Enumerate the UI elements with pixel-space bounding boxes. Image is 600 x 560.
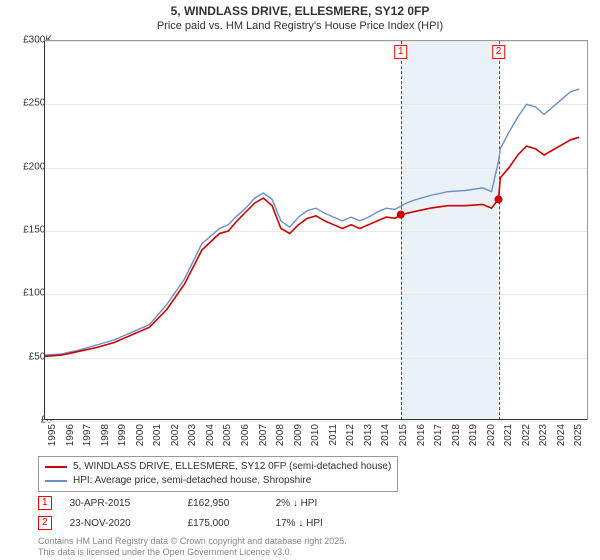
- title-block: 5, WINDLASS DRIVE, ELLESMERE, SY12 0FP P…: [0, 0, 600, 32]
- x-tick-label: 1998: [100, 424, 111, 446]
- legend-swatch: [45, 466, 67, 468]
- x-tick-label: 2017: [433, 424, 444, 446]
- title-line2: Price paid vs. HM Land Registry's House …: [0, 20, 600, 32]
- series-marker: [397, 211, 405, 219]
- legend-label: 5, WINDLASS DRIVE, ELLESMERE, SY12 0FP (…: [73, 460, 391, 474]
- x-tick-label: 2016: [416, 424, 427, 446]
- x-tick-label: 2008: [275, 424, 286, 446]
- x-tick-label: 1995: [47, 424, 58, 446]
- title-line1: 5, WINDLASS DRIVE, ELLESMERE, SY12 0FP: [0, 4, 600, 18]
- x-tick-label: 2024: [556, 424, 567, 446]
- footer-line2: This data is licensed under the Open Gov…: [38, 547, 347, 558]
- legend: 5, WINDLASS DRIVE, ELLESMERE, SY12 0FP (…: [38, 456, 398, 492]
- legend-swatch: [45, 480, 67, 482]
- legend-item: HPI: Average price, semi-detached house,…: [45, 474, 391, 488]
- x-tick-label: 2015: [398, 424, 409, 446]
- y-gridline: [44, 421, 587, 422]
- x-tick-label: 2022: [521, 424, 532, 446]
- sales-table: 1 30-APR-2015 £162,950 2% ↓ HPI 2 23-NOV…: [38, 496, 376, 536]
- x-tick-label: 2018: [451, 424, 462, 446]
- sale-price: £175,000: [188, 518, 258, 529]
- x-tick-label: 2000: [135, 424, 146, 446]
- x-tick-label: 2006: [240, 424, 251, 446]
- chart-container: 5, WINDLASS DRIVE, ELLESMERE, SY12 0FP P…: [0, 0, 600, 560]
- sale-pct: 17% ↓ HPI: [276, 518, 376, 529]
- x-tick-label: 2009: [293, 424, 304, 446]
- x-tick-label: 2013: [363, 424, 374, 446]
- sale-row: 2 23-NOV-2020 £175,000 17% ↓ HPI: [38, 516, 376, 530]
- sale-price: £162,950: [188, 498, 258, 509]
- y-axis-line: [44, 41, 45, 420]
- sale-date: 30-APR-2015: [70, 498, 170, 509]
- legend-item: 5, WINDLASS DRIVE, ELLESMERE, SY12 0FP (…: [45, 460, 391, 474]
- x-tick-label: 2012: [345, 424, 356, 446]
- x-tick-label: 2005: [222, 424, 233, 446]
- sale-marker: 2: [38, 516, 52, 530]
- sale-row: 1 30-APR-2015 £162,950 2% ↓ HPI: [38, 496, 376, 510]
- x-tick-label: 2010: [310, 424, 321, 446]
- sale-marker: 1: [38, 496, 52, 510]
- x-tick-label: 2021: [503, 424, 514, 446]
- x-tick-label: 2019: [468, 424, 479, 446]
- x-axis-line: [44, 419, 587, 420]
- x-tick-label: 1996: [65, 424, 76, 446]
- x-tick-label: 1999: [117, 424, 128, 446]
- x-tick-label: 1997: [82, 424, 93, 446]
- x-tick-label: 2014: [380, 424, 391, 446]
- footer-line1: Contains HM Land Registry data © Crown c…: [38, 536, 347, 547]
- series-marker: [495, 195, 503, 203]
- x-tick-label: 2004: [205, 424, 216, 446]
- x-tick-label: 2003: [187, 424, 198, 446]
- x-tick-label: 2025: [573, 424, 584, 446]
- x-tick-label: 2007: [258, 424, 269, 446]
- sale-date: 23-NOV-2020: [70, 518, 170, 529]
- sale-pct: 2% ↓ HPI: [276, 498, 376, 509]
- series-line-hpi: [44, 89, 579, 355]
- footer: Contains HM Land Registry data © Crown c…: [38, 536, 347, 558]
- x-tick-label: 2011: [328, 424, 339, 446]
- x-tick-label: 2002: [170, 424, 181, 446]
- chart-plot-area: 12: [44, 40, 588, 420]
- series-line-property_price: [44, 137, 579, 356]
- x-tick-label: 2023: [538, 424, 549, 446]
- series-svg: [44, 41, 588, 421]
- legend-label: HPI: Average price, semi-detached house,…: [73, 474, 311, 488]
- x-tick-label: 2001: [152, 424, 163, 446]
- x-tick-label: 2020: [486, 424, 497, 446]
